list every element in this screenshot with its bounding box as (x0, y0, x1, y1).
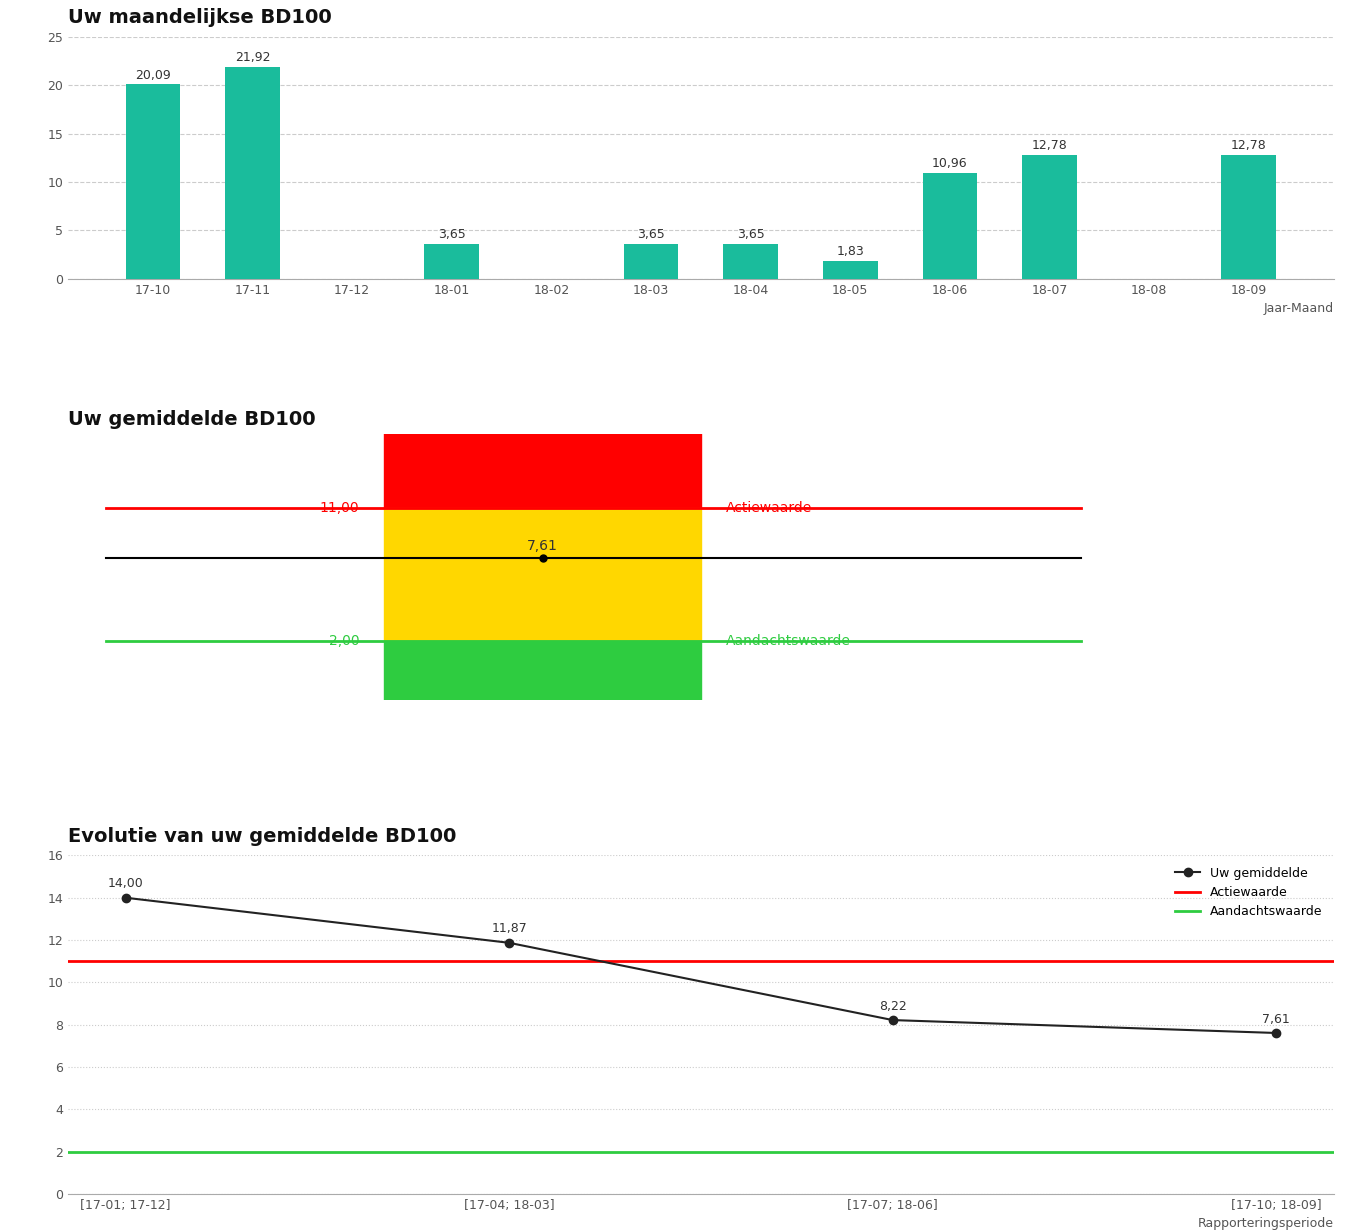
Text: 3,65: 3,65 (438, 228, 465, 240)
Text: 21,92: 21,92 (235, 50, 271, 64)
Bar (1022, 155, 1077, 279)
X-axis label: Rapporteringsperiode: Rapporteringsperiode (1198, 1217, 1334, 1231)
Text: 11,00: 11,00 (320, 501, 359, 515)
Uw gemiddelde (117, 890, 133, 905)
Text: 12,78: 12,78 (1032, 139, 1067, 153)
Text: 8,22: 8,22 (879, 1000, 906, 1013)
Text: 14,00: 14,00 (108, 878, 143, 890)
Text: 1,83: 1,83 (837, 245, 864, 259)
Legend: Uw gemiddelde, Actiewaarde, Aandachtswaarde: Uw gemiddelde, Actiewaarde, Aandachtswaa… (1170, 862, 1327, 923)
Text: Actiewaarde: Actiewaarde (727, 501, 813, 515)
Uw gemiddelde (885, 1013, 901, 1028)
Text: 7,61: 7,61 (527, 539, 558, 553)
Bar (425, 244, 479, 279)
Uw gemiddelde (501, 936, 517, 950)
Text: 12,78: 12,78 (1230, 139, 1267, 153)
Text: 3,65: 3,65 (637, 228, 666, 240)
Text: Aandachtswaarde: Aandachtswaarde (727, 634, 851, 648)
Text: 20,09: 20,09 (135, 69, 171, 81)
Actiewaarde (117, 954, 133, 969)
Bar (723, 244, 778, 279)
Text: 2,00: 2,00 (328, 634, 359, 648)
Text: 10,96: 10,96 (932, 156, 968, 170)
Actiewaarde (501, 954, 517, 969)
Bar (125, 85, 181, 279)
Bar (623, 244, 679, 279)
Aandachtswaarde (117, 1145, 133, 1160)
Uw gemiddelde (1268, 1025, 1285, 1040)
Bar (225, 66, 280, 279)
Text: Uw maandelijkse BD100: Uw maandelijkse BD100 (68, 9, 332, 27)
Bar (384, 508, 701, 641)
Text: 3,65: 3,65 (736, 228, 765, 240)
Text: 7,61: 7,61 (1263, 1013, 1290, 1025)
X-axis label: Jaar-Maand: Jaar-Maand (1263, 303, 1334, 315)
Bar (1221, 155, 1277, 279)
Bar (384, 427, 701, 508)
Aandachtswaarde (501, 1145, 517, 1160)
Bar (823, 261, 878, 279)
Bar (384, 641, 701, 700)
Text: Uw gemiddelde BD100: Uw gemiddelde BD100 (68, 410, 316, 428)
Text: Evolutie van uw gemiddelde BD100: Evolutie van uw gemiddelde BD100 (68, 826, 456, 846)
Text: 11,87: 11,87 (491, 922, 527, 936)
Bar (923, 172, 977, 279)
Line: Uw gemiddelde: Uw gemiddelde (121, 894, 1281, 1038)
